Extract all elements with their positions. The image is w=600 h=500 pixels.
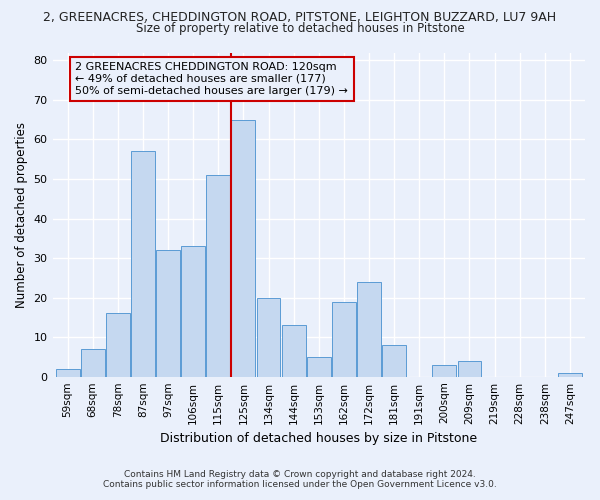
Bar	[257, 298, 280, 376]
Y-axis label: Number of detached properties: Number of detached properties	[15, 122, 28, 308]
Bar	[81, 349, 104, 376]
Bar	[156, 250, 180, 376]
Text: Contains HM Land Registry data © Crown copyright and database right 2024.
Contai: Contains HM Land Registry data © Crown c…	[103, 470, 497, 489]
Text: Size of property relative to detached houses in Pitstone: Size of property relative to detached ho…	[136, 22, 464, 35]
Bar	[558, 372, 582, 376]
Text: 2 GREENACRES CHEDDINGTON ROAD: 120sqm
← 49% of detached houses are smaller (177): 2 GREENACRES CHEDDINGTON ROAD: 120sqm ← …	[75, 62, 348, 96]
Text: 2, GREENACRES, CHEDDINGTON ROAD, PITSTONE, LEIGHTON BUZZARD, LU7 9AH: 2, GREENACRES, CHEDDINGTON ROAD, PITSTON…	[43, 11, 557, 24]
Bar	[106, 314, 130, 376]
Bar	[232, 120, 256, 376]
Bar	[382, 345, 406, 376]
Bar	[131, 152, 155, 376]
Bar	[282, 326, 305, 376]
Bar	[206, 175, 230, 376]
Bar	[332, 302, 356, 376]
Bar	[433, 365, 456, 376]
Bar	[307, 357, 331, 376]
Bar	[56, 369, 80, 376]
Bar	[357, 282, 381, 376]
Bar	[181, 246, 205, 376]
Bar	[458, 361, 481, 376]
X-axis label: Distribution of detached houses by size in Pitstone: Distribution of detached houses by size …	[160, 432, 478, 445]
